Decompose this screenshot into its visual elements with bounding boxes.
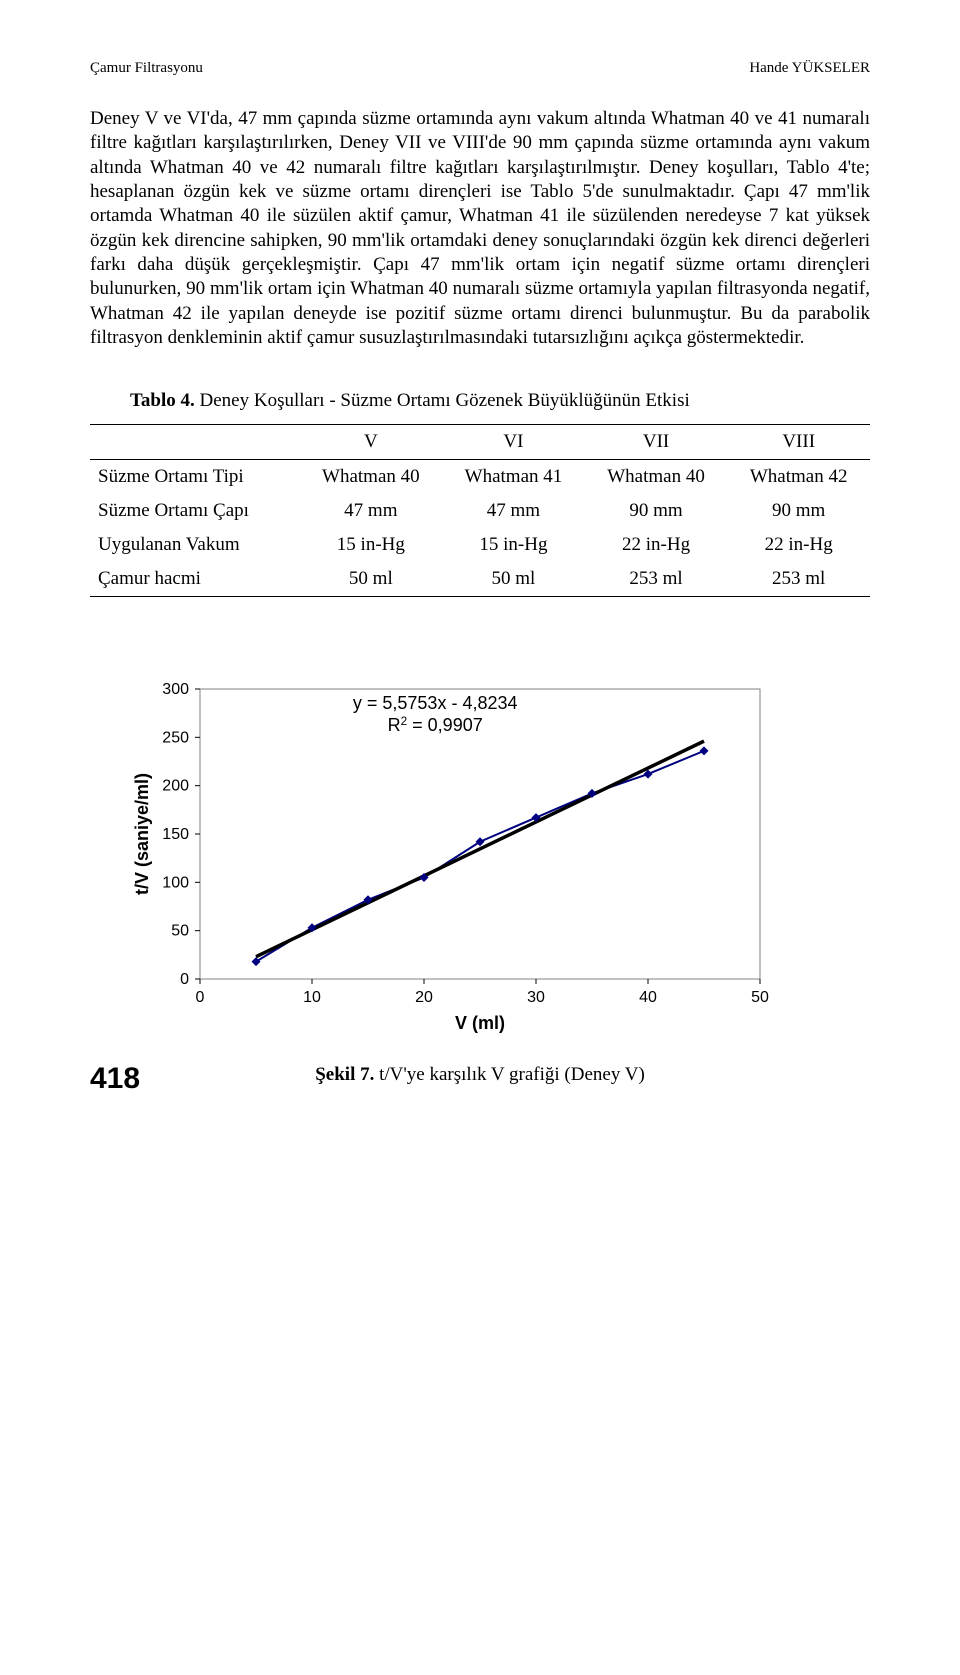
cell: Whatman 42	[727, 460, 870, 495]
table4-caption-text: Deney Koşulları - Süzme Ortamı Gözenek B…	[195, 390, 690, 411]
body-paragraph: Deney V ve VI'da, 47 mm çapında süzme or…	[90, 107, 870, 350]
table4-caption: Tablo 4. Deney Koşulları - Süzme Ortamı …	[130, 390, 870, 412]
row-label: Uygulanan Vakum	[90, 528, 300, 562]
table4-header-row: V VI VII VIII	[90, 425, 870, 460]
cell: 90 mm	[585, 494, 728, 528]
svg-text:40: 40	[639, 989, 657, 1006]
svg-text:20: 20	[415, 989, 433, 1006]
cell: 253 ml	[727, 562, 870, 597]
header-right: Hande YÜKSELER	[749, 60, 870, 77]
svg-text:100: 100	[162, 874, 189, 891]
svg-text:50: 50	[171, 923, 189, 940]
chart-container: 0 50 100 150 200 250 300 0 10 20 30 40 50 V (ml) t/V (…	[130, 677, 870, 1034]
table4: V VI VII VIII Süzme Ortamı TipiWhatman 4…	[90, 424, 870, 597]
table-row: Uygulanan Vakum15 in-Hg15 in-Hg22 in-Hg2…	[90, 528, 870, 562]
cell: Whatman 41	[442, 460, 585, 495]
svg-text:30: 30	[527, 989, 545, 1006]
cell: 50 ml	[442, 562, 585, 597]
table-row: Süzme Ortamı Çapı47 mm47 mm90 mm90 mm	[90, 494, 870, 528]
header-left: Çamur Filtrasyonu	[90, 60, 203, 77]
page: Çamur Filtrasyonu Hande YÜKSELER Deney V…	[0, 0, 960, 1126]
table4-body: Süzme Ortamı TipiWhatman 40Whatman 41Wha…	[90, 460, 870, 597]
running-header: Çamur Filtrasyonu Hande YÜKSELER	[90, 60, 870, 77]
svg-text:0: 0	[180, 971, 189, 988]
cell: 22 in-Hg	[727, 528, 870, 562]
cell: 22 in-Hg	[585, 528, 728, 562]
table4-head-vi: VI	[442, 425, 585, 460]
svg-text:50: 50	[751, 989, 769, 1006]
row-label: Çamur hacmi	[90, 562, 300, 597]
svg-text:300: 300	[162, 681, 189, 698]
table4-head-v: V	[300, 425, 443, 460]
cell: 253 ml	[585, 562, 728, 597]
svg-text:0: 0	[196, 989, 205, 1006]
svg-text:y = 5,5753x - 4,8234: y = 5,5753x - 4,8234	[353, 693, 518, 713]
row-label: Süzme Ortamı Tipi	[90, 460, 300, 495]
cell: 15 in-Hg	[442, 528, 585, 562]
svg-text:10: 10	[303, 989, 321, 1006]
svg-text:t/V (saniye/ml): t/V (saniye/ml)	[132, 773, 152, 895]
cell: 47 mm	[300, 494, 443, 528]
svg-text:250: 250	[162, 729, 189, 746]
table-row: Çamur hacmi50 ml50 ml253 ml253 ml	[90, 562, 870, 597]
figure7-caption-label: Şekil 7.	[315, 1064, 374, 1085]
cell: 15 in-Hg	[300, 528, 443, 562]
tv-vs-v-chart: 0 50 100 150 200 250 300 0 10 20 30 40 50 V (ml) t/V (…	[130, 677, 780, 1034]
svg-text:R2 = 0,9907: R2 = 0,9907	[388, 715, 483, 735]
cell: Whatman 40	[300, 460, 443, 495]
cell: 90 mm	[727, 494, 870, 528]
svg-text:150: 150	[162, 826, 189, 843]
table4-head-viii: VIII	[727, 425, 870, 460]
svg-text:200: 200	[162, 778, 189, 795]
table4-head-blank	[90, 425, 300, 460]
page-number: 418	[90, 1062, 140, 1096]
table4-head-vii: VII	[585, 425, 728, 460]
figure7-caption-text: t/V'ye karşılık V grafiği (Deney V)	[374, 1064, 644, 1085]
cell: 47 mm	[442, 494, 585, 528]
cell: 50 ml	[300, 562, 443, 597]
table-row: Süzme Ortamı TipiWhatman 40Whatman 41Wha…	[90, 460, 870, 495]
figure7-caption: Şekil 7. t/V'ye karşılık V grafiği (Dene…	[90, 1064, 870, 1086]
svg-text:V (ml): V (ml)	[455, 1013, 505, 1033]
cell: Whatman 40	[585, 460, 728, 495]
row-label: Süzme Ortamı Çapı	[90, 494, 300, 528]
table4-caption-label: Tablo 4.	[130, 390, 195, 411]
